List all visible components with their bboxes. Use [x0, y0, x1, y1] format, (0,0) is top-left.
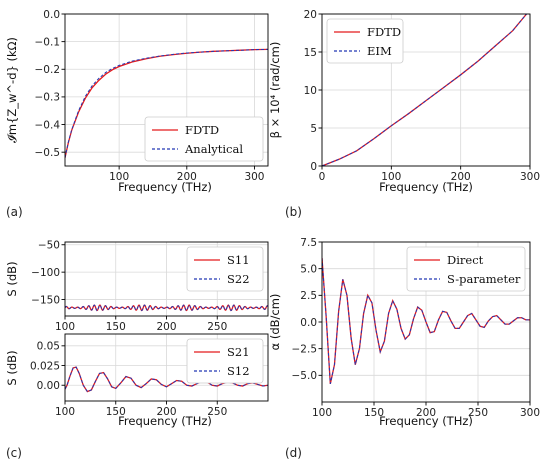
x-tick-label: 250 — [207, 406, 227, 418]
x-tick-label: 0 — [319, 171, 326, 183]
x-tick-label: 200 — [416, 407, 436, 419]
y-axis-label: 𝓘m{Z_w^-d} (kΩ) — [5, 37, 19, 143]
x-tick-label: 200 — [177, 171, 197, 183]
y-axis-label: α (dB/cm) — [268, 294, 282, 351]
legend-box — [406, 246, 526, 292]
x-tick-label: 100 — [55, 321, 75, 333]
y-tick-label: 5 — [310, 123, 317, 135]
y-tick-label: −0.4 — [35, 119, 61, 131]
panel-label: (d) — [285, 446, 302, 460]
x-tick-label: 300 — [520, 171, 540, 183]
legend-label: EIM — [367, 44, 392, 58]
chart-panel-b: 0 100 200 300 0 5 10 15 20 Frequency (THz) β × 10⁴… — [268, 9, 540, 219]
x-tick-label: 100 — [109, 171, 129, 183]
y-tick-label: 0.0 — [300, 317, 317, 329]
series-line-eim — [322, 14, 527, 166]
x-axis-label: Frequency (THz) — [379, 180, 473, 194]
x-tick-label: 250 — [468, 407, 488, 419]
legend-box — [326, 18, 404, 64]
x-tick-label: 100 — [312, 407, 332, 419]
y-axis-label: S (dB) — [5, 350, 19, 385]
legend-label: S22 — [227, 272, 250, 286]
legend-label: FDTD — [185, 123, 219, 137]
x-tick-label: 200 — [156, 406, 176, 418]
series-group — [322, 14, 528, 166]
y-tick-label: 10 — [304, 85, 317, 97]
y-tick-label: −5.0 — [292, 370, 318, 382]
x-tick-label: 200 — [451, 171, 471, 183]
y-tick-label: 0.0 — [43, 9, 60, 21]
legend-box — [144, 116, 264, 162]
x-tick-label: 100 — [55, 406, 75, 418]
x-axis-label: Frequency (THz) — [118, 180, 212, 194]
y-tick-label: 7.5 — [300, 237, 317, 249]
x-tick-label: 250 — [207, 321, 227, 333]
y-axis-label: S (dB) — [5, 261, 19, 296]
legend-label: Analytical — [184, 142, 243, 156]
y-tick-label: −150 — [31, 294, 60, 306]
legend-label: Direct — [447, 253, 484, 267]
y-axis-label: β × 10⁴ (rad/cm) — [268, 42, 282, 139]
series-line-s22 — [65, 304, 268, 312]
x-tick-label: 150 — [106, 321, 126, 333]
x-tick-label: 200 — [156, 321, 176, 333]
series-group — [322, 257, 530, 385]
y-tick-label: −0.3 — [35, 92, 61, 104]
y-tick-label: −0.2 — [35, 64, 61, 76]
y-tick-label: 2.5 — [300, 290, 317, 302]
legend-label: S21 — [227, 345, 250, 359]
series-line-analytical — [65, 48, 268, 158]
chart-panel-c_bottom: 100 150 200 250 0.00 0.025 0.05 Frequency (THz)… — [5, 333, 269, 428]
x-tick-label: 100 — [381, 171, 401, 183]
x-axis-label: Frequency (THz) — [379, 414, 473, 428]
x-tick-label: 300 — [520, 407, 540, 419]
y-tick-label: 0.025 — [30, 360, 60, 372]
legend-box — [186, 246, 264, 292]
legend-box — [186, 338, 264, 384]
legend-label: S-parameter — [447, 272, 521, 286]
legend: Direct S-parameter — [406, 246, 526, 292]
chart-panel-d: 100 150 200 250 300 −5.0 −2.5 0.0 2.5 5.0 7.5 Frequ… — [268, 237, 540, 460]
panel-label: (a) — [6, 205, 23, 219]
series-line-direct — [322, 257, 530, 385]
x-tick-label: 150 — [364, 407, 384, 419]
y-tick-label: 0.00 — [37, 380, 60, 392]
y-tick-label: 0 — [310, 161, 317, 173]
y-tick-label: −50 — [38, 240, 60, 252]
x-axis-label: Frequency (THz) — [118, 414, 212, 428]
legend: FDTD Analytical — [144, 116, 264, 162]
y-tick-label: −0.1 — [35, 36, 61, 48]
legend: FDTD EIM — [326, 18, 404, 64]
x-tick-label: 150 — [106, 406, 126, 418]
y-tick-label: 15 — [304, 47, 317, 59]
legend-label: S11 — [227, 253, 250, 267]
x-tick-label: 300 — [244, 171, 264, 183]
panel-label: (b) — [285, 205, 302, 219]
axes-frame — [64, 13, 269, 167]
series-group — [65, 48, 268, 158]
y-tick-label: −100 — [31, 267, 60, 279]
y-tick-label: −2.5 — [292, 343, 318, 355]
y-tick-label: −0.5 — [35, 147, 61, 159]
y-tick-label: 20 — [304, 9, 317, 21]
legend-label: S12 — [227, 364, 250, 378]
chart-panel-a: 100 200 300 −0.5 −0.4 −0.3 −0.2 −0.1 0.0 Frequenc… — [5, 9, 269, 219]
series-group — [65, 304, 268, 312]
legend-label: FDTD — [367, 25, 401, 39]
y-tick-label: 0.05 — [37, 341, 60, 353]
panel-label: (c) — [6, 446, 22, 460]
y-tick-label: 5.0 — [300, 263, 317, 275]
